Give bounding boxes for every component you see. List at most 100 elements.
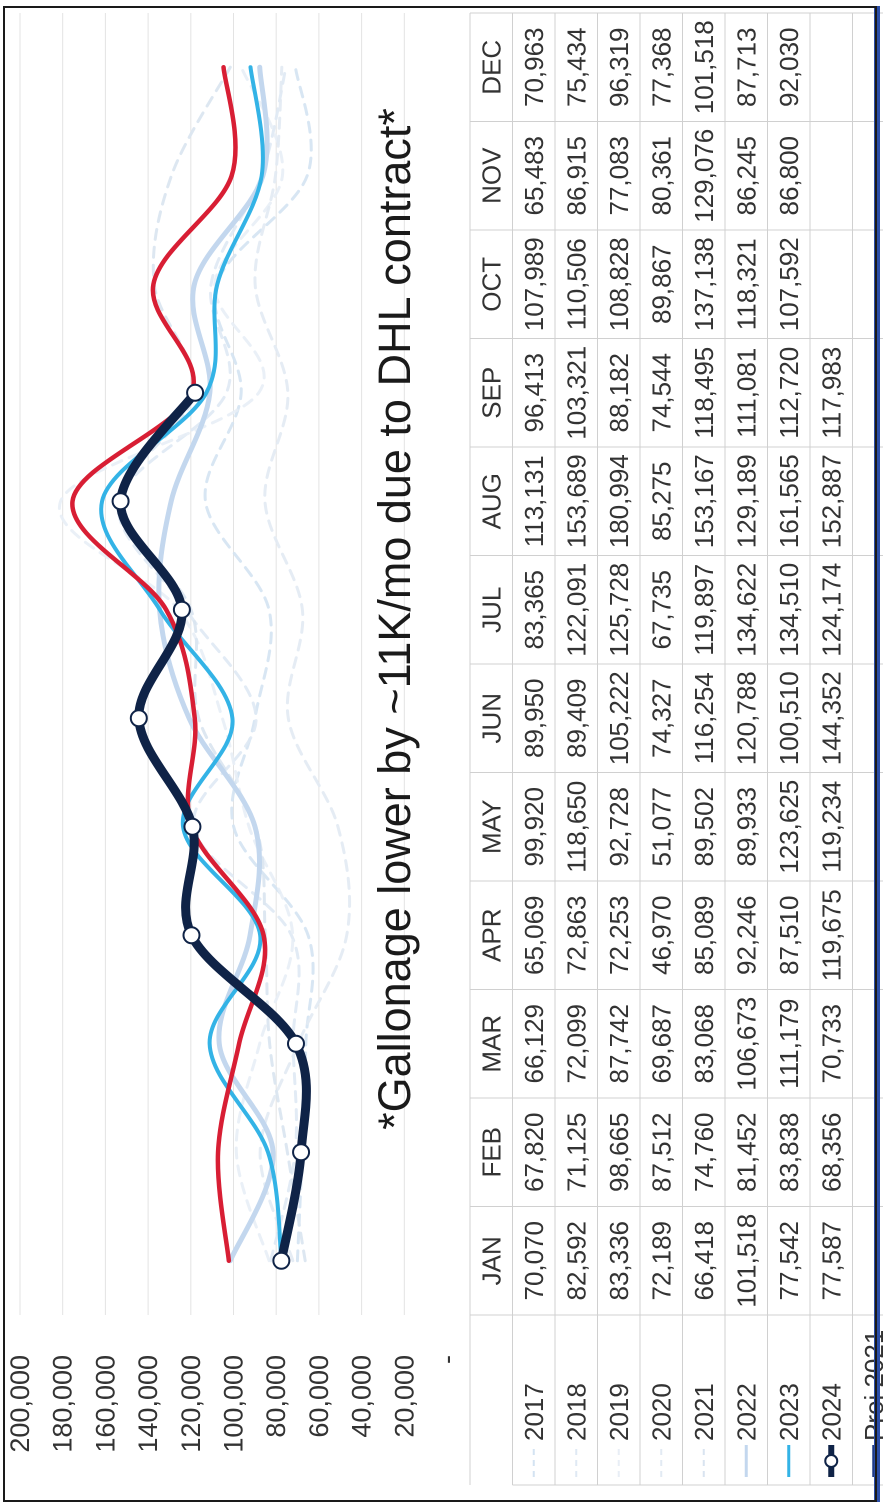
- table-cell: 134,622: [731, 563, 761, 657]
- legend-label: 2024: [816, 1383, 846, 1441]
- table-cell: 119,897: [689, 564, 719, 656]
- y-tick-label: -: [432, 1355, 462, 1364]
- table-cell: 87,742: [604, 1004, 634, 1084]
- table-cell: 111,179: [774, 999, 804, 1089]
- legend-label: 2021: [689, 1383, 719, 1441]
- table-cell: 66,129: [519, 1004, 549, 1084]
- table-cell: 98,665: [604, 1112, 634, 1192]
- table-cell: 100,510: [774, 671, 804, 765]
- legend-marker: [825, 1455, 837, 1467]
- category-label: SEP: [476, 367, 506, 419]
- category-label: AUG: [476, 473, 506, 529]
- table-cell: 96,413: [519, 353, 549, 433]
- table-cell: 89,867: [646, 244, 676, 324]
- table-cell: 152,887: [816, 454, 846, 548]
- table-cell: 71,125: [561, 1112, 591, 1192]
- table-cell: 113,131: [519, 455, 549, 547]
- y-tick-label: 100,000: [219, 1355, 249, 1453]
- y-tick-label: 200,000: [5, 1355, 35, 1453]
- table-cell: 65,069: [519, 895, 549, 975]
- table-cell: 77,083: [604, 136, 634, 216]
- data-point-marker: [184, 819, 200, 835]
- table-cell: 101,518: [731, 1214, 761, 1308]
- table-cell: 87,713: [731, 27, 761, 107]
- table-cell: 77,368: [646, 27, 676, 107]
- table-cell: 85,275: [646, 461, 676, 541]
- data-point-marker: [288, 1036, 304, 1052]
- table-cell: 66,418: [689, 1221, 719, 1301]
- data-point-marker: [113, 493, 129, 509]
- data-point-marker: [131, 710, 147, 726]
- category-label: MAY: [476, 800, 506, 854]
- table-cell: 67,820: [519, 1112, 549, 1192]
- table-cell: 119,675: [816, 889, 846, 981]
- table-cell: 68,356: [816, 1112, 846, 1192]
- table-cell: 123,625: [774, 780, 804, 874]
- table-cell: 108,828: [604, 237, 634, 331]
- table-cell: 77,587: [816, 1221, 846, 1301]
- table-cell: 106,673: [731, 997, 761, 1091]
- table-cell: 83,838: [774, 1112, 804, 1192]
- table-cell: 119,234: [816, 781, 846, 873]
- legend-label: 2020: [646, 1383, 676, 1441]
- table-cell: 80,361: [646, 136, 676, 216]
- table-cell: 92,728: [604, 787, 634, 867]
- table-cell: 134,510: [774, 563, 804, 657]
- y-tick-label: 60,000: [304, 1355, 334, 1438]
- table-cell: 72,189: [646, 1221, 676, 1301]
- category-label: OCT: [476, 257, 506, 312]
- category-label: FEB: [476, 1127, 506, 1178]
- table-cell: 105,222: [604, 671, 634, 765]
- y-tick-label: 120,000: [176, 1355, 206, 1453]
- table-cell: 65,483: [519, 136, 549, 216]
- data-point-marker: [293, 1144, 309, 1160]
- table-cell: 74,544: [646, 353, 676, 433]
- table-cell: 51,077: [646, 787, 676, 867]
- category-label: DEC: [476, 40, 506, 95]
- table-cell: 107,592: [774, 237, 804, 331]
- category-label: APR: [476, 909, 506, 962]
- table-cell: 103,321: [561, 346, 591, 440]
- table-cell: 74,760: [689, 1112, 719, 1192]
- table-cell: 92,246: [731, 895, 761, 975]
- legend-label: 2018: [561, 1383, 591, 1441]
- table-cell: 107,989: [519, 237, 549, 331]
- category-label: JAN: [476, 1236, 506, 1285]
- table-cell: 75,434: [561, 27, 591, 107]
- table-cell: 125,728: [604, 563, 634, 657]
- table-cell: 118,650: [561, 781, 591, 873]
- y-tick-label: 160,000: [90, 1355, 120, 1453]
- table-cell: 77,542: [774, 1221, 804, 1301]
- table-cell: 110,506: [561, 238, 591, 330]
- table-cell: 67,735: [646, 570, 676, 650]
- table-cell: 88,182: [604, 353, 634, 433]
- legend-label: 2023: [774, 1383, 804, 1441]
- y-tick-label: 180,000: [48, 1355, 78, 1453]
- bottom-edge-bar: [874, 6, 880, 1502]
- table-cell: 112,720: [774, 347, 804, 439]
- table-cell: 83,336: [604, 1221, 634, 1301]
- table-cell: 89,950: [519, 678, 549, 758]
- chart-annotation: *Gallonage lower by ~11K/mo due to DHL c…: [369, 108, 420, 1130]
- table-cell: 124,174: [816, 563, 846, 657]
- table-cell: 180,994: [604, 454, 634, 548]
- table-cell: 72,253: [604, 895, 634, 975]
- table-cell: 89,409: [561, 678, 591, 758]
- table-cell: 87,510: [774, 895, 804, 975]
- category-label: JUN: [476, 693, 506, 744]
- table-cell: 161,565: [774, 454, 804, 548]
- table-cell: 86,245: [731, 136, 761, 216]
- table-cell: 118,321: [731, 238, 761, 330]
- table-cell: 70,963: [519, 27, 549, 107]
- category-label: MAR: [476, 1015, 506, 1073]
- table-cell: 81,452: [731, 1112, 761, 1192]
- table-cell: 120,788: [731, 671, 761, 765]
- table-cell: 72,099: [561, 1004, 591, 1084]
- legend-label: 2017: [519, 1383, 549, 1441]
- y-tick-label: 80,000: [261, 1355, 291, 1438]
- legend-label: 2019: [604, 1383, 634, 1441]
- table-cell: 46,970: [646, 895, 676, 975]
- table-cell: 82,592: [561, 1221, 591, 1301]
- table-cell: 86,800: [774, 136, 804, 216]
